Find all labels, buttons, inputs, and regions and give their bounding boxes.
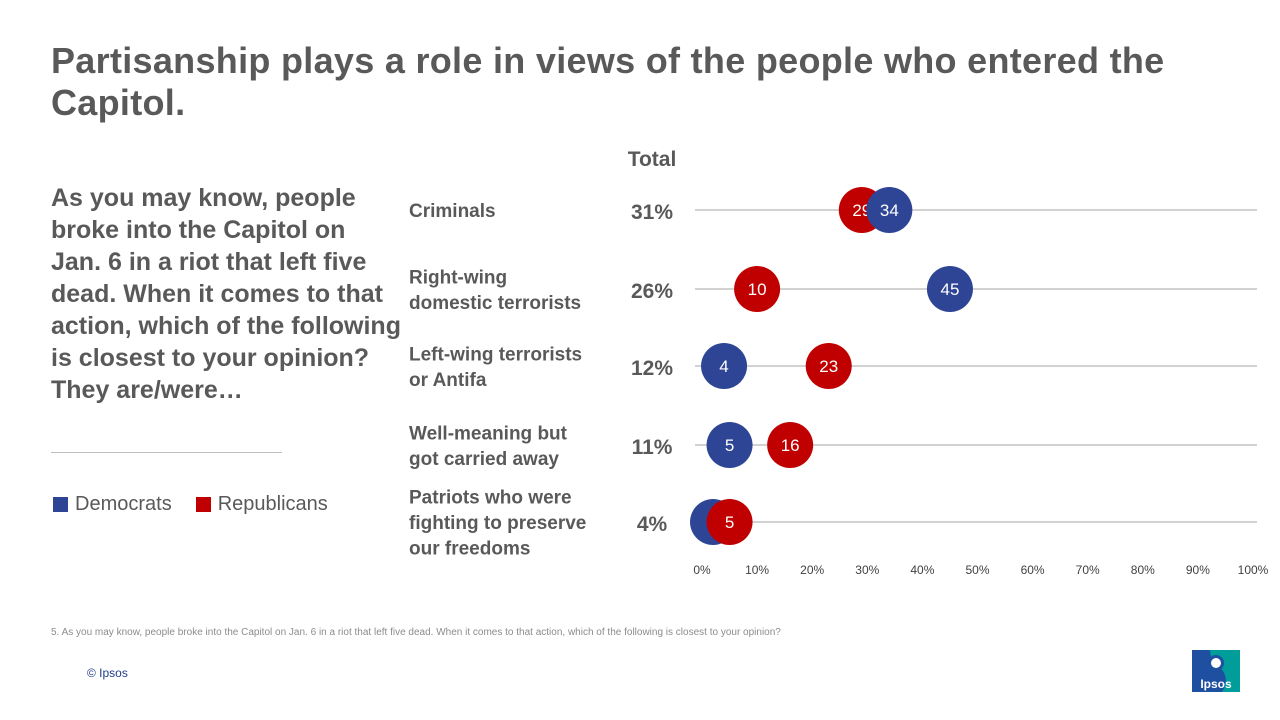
total-value: 26%	[631, 280, 673, 303]
dot-democrats	[926, 266, 973, 312]
x-tick-label: 20%	[800, 563, 824, 577]
copyright: © Ipsos	[87, 666, 128, 680]
survey-question: As you may know, people broke into the C…	[51, 184, 401, 404]
category-label: Criminals	[409, 201, 496, 222]
dot-republicans	[767, 422, 814, 468]
logo-text: Ipsos	[1200, 677, 1232, 691]
x-tick-label: 80%	[1131, 563, 1155, 577]
x-tick-label: 30%	[855, 563, 879, 577]
data-label-democrats: 45	[940, 280, 959, 299]
category-label: Well-meaning but got carried away	[409, 423, 568, 470]
x-tick-label: 60%	[1021, 563, 1045, 577]
total-value: 31%	[631, 201, 673, 224]
legend-swatch-democrats	[53, 497, 68, 512]
data-label-republicans: 10	[748, 280, 767, 299]
category-label: Patriots who were fighting to preserve our…	[409, 488, 586, 560]
total-value: 12%	[631, 357, 673, 380]
category-label: Right-wing domestic terrorists	[409, 267, 581, 314]
data-label-democrats: 34	[880, 201, 899, 220]
data-label-democrats: 5	[725, 436, 734, 455]
data-label-republicans: 23	[819, 357, 838, 376]
x-tick-label: 10%	[745, 563, 769, 577]
dot-republicans	[734, 266, 781, 312]
dot-democrats	[866, 187, 913, 233]
legend-item-republicans: Republicans	[195, 493, 328, 516]
x-tick-label: 100%	[1238, 563, 1269, 577]
ipsos-logo: Ipsos	[1192, 650, 1240, 692]
total-value: 4%	[637, 513, 668, 536]
data-label-democrats: 4	[719, 357, 728, 376]
footnote: 5. As you may know, people broke into th…	[51, 627, 781, 638]
x-tick-label: 50%	[965, 563, 989, 577]
dot-democrats	[701, 343, 748, 389]
dot-democrats	[706, 422, 753, 468]
legend-swatch-republicans	[195, 497, 211, 512]
total-header: Total	[628, 148, 677, 171]
divider	[51, 452, 282, 453]
data-label-republicans: 16	[781, 436, 800, 455]
legend-item-democrats: Democrats	[53, 493, 172, 516]
dot-plot-chart: Total Criminals 31% 29 34 Right-wing domestic …	[409, 148, 1269, 577]
x-tick-label: 90%	[1186, 563, 1210, 577]
legend: Democrats Republicans	[53, 493, 352, 516]
total-value: 11%	[632, 436, 673, 459]
legend-label-republicans: Republicans	[217, 493, 328, 515]
dot-republicans	[805, 343, 852, 389]
dot-republicans	[706, 499, 753, 545]
data-label-republicans: 5	[725, 513, 734, 532]
category-label: Left-wing terrorists or Antifa	[409, 344, 582, 391]
legend-label-democrats: Democrats	[75, 493, 172, 515]
page-title: Partisanship plays a role in views of th…	[51, 40, 1165, 123]
x-tick-label: 0%	[693, 563, 711, 577]
x-tick-label: 40%	[910, 563, 934, 577]
x-tick-label: 70%	[1076, 563, 1100, 577]
data-label-republicans: 29	[852, 201, 871, 220]
